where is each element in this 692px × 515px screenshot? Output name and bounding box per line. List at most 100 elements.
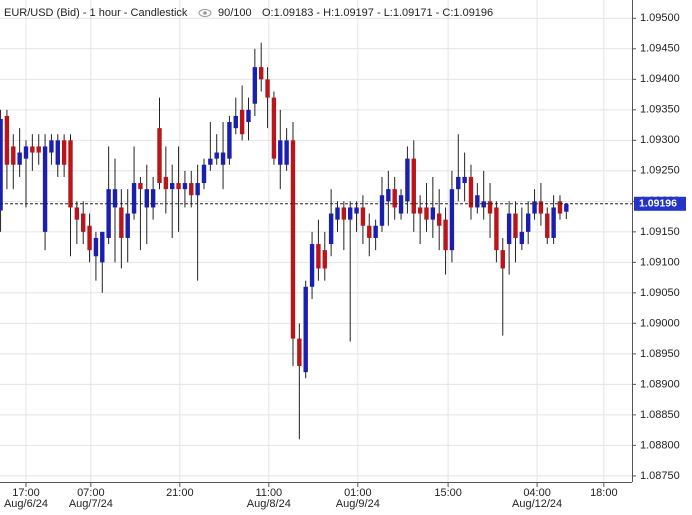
candle-body [430,207,436,220]
candle-body [189,183,194,196]
candle-body [138,183,143,190]
candle-body [100,231,105,263]
candle-body [176,183,181,190]
candle-body [500,250,505,269]
y-tick-label: 1.08750 [640,470,680,482]
eye-icon [198,9,212,17]
last-price-label: 1.09196 [639,198,677,210]
candle-body [55,140,60,165]
y-tick-label: 1.08850 [640,409,680,421]
y-tick-label: 1.09150 [640,226,680,238]
candle-body [309,244,315,287]
x-tick-label: 04:00 [523,487,551,499]
candle-body [316,244,321,269]
candle-body [239,109,245,135]
candle-body [4,115,10,165]
candle-body [532,201,537,214]
candle-body [144,189,149,208]
x-tick-label: 11:00 [255,487,282,499]
ohlc-info: O:1.09183 - H:1.09197 - L:1.09171 - C:1.… [262,7,493,19]
candle-body [150,189,156,208]
candle-body [354,207,359,214]
candle-body [195,183,200,196]
candle-body [303,286,308,373]
candle-body [424,207,429,220]
candle-body [405,158,410,202]
candle-body [487,201,493,214]
candle-body [81,213,86,232]
candle-body [538,201,544,214]
candle-body [545,213,550,238]
candle-body [360,207,366,226]
candle-body [0,118,3,211]
plot [0,42,632,440]
candle-body [373,225,378,238]
x-tick-date: Aug/8/24 [247,498,291,510]
counter: 90/100 [218,7,252,19]
grid [0,0,632,482]
candle-body [201,164,207,184]
candle-body [290,140,296,339]
candle-body [462,176,467,184]
candle-body [513,213,518,238]
candle-body [42,146,48,232]
x-tick-date: Aug/9/24 [336,498,380,510]
candle-body [87,225,92,251]
y-tick-label: 1.09500 [640,12,680,24]
candle-body [23,146,29,159]
candle-body [36,146,41,153]
candle-body [278,140,283,165]
x-tick-date: Aug/6/24 [4,498,48,510]
candle-body [106,189,111,238]
candle-body [214,152,219,159]
x-tick-label: 01:00 [344,487,372,499]
candle-body [525,213,531,232]
candle-body [449,189,455,251]
candle-body [227,122,232,159]
candle-body [443,219,448,251]
candle-body [564,203,569,212]
candle-body [157,128,162,184]
candle-body [61,140,67,165]
candle-body [265,79,270,98]
candle-body [49,140,54,153]
candle-body [551,207,556,238]
candle-body [182,183,188,190]
candle-body [519,231,525,245]
y-tick-label: 1.08900 [640,378,680,390]
x-tick-label: 17:00 [12,487,40,499]
y-tick-label: 1.09400 [640,73,680,85]
candle-body [74,207,80,220]
last-price-box [634,196,686,211]
y-tick-label: 1.09250 [640,165,680,177]
candle-body [284,140,289,165]
candle-body [347,207,353,220]
y-tick-label: 1.09450 [640,43,680,55]
candle-body [208,158,213,165]
candle-body [557,201,563,214]
candle-body [125,213,130,238]
y-tick-label: 1.09050 [640,287,680,299]
candle-body [436,213,442,226]
candle-body [367,225,372,238]
candle-body [398,195,404,214]
candle-body [163,176,169,190]
x-tick-label: 15:00 [434,487,462,499]
candle-body [456,176,461,190]
candle-body [68,140,73,208]
y-tick-label: 1.08800 [640,439,680,451]
candle-body [411,158,416,214]
x-tick-date: Aug/12/24 [512,498,562,510]
candle-body [271,97,277,159]
candle-body [93,237,99,257]
candle-body [17,152,22,165]
candle-body [335,207,340,220]
candle-body [252,67,258,104]
y-tick-label: 1.08950 [640,348,680,360]
candle-body [131,183,137,214]
y-tick-label: 1.09000 [640,317,680,329]
candle-body [392,189,397,208]
candle-body [297,338,302,367]
y-tick-label: 1.09350 [640,104,680,116]
